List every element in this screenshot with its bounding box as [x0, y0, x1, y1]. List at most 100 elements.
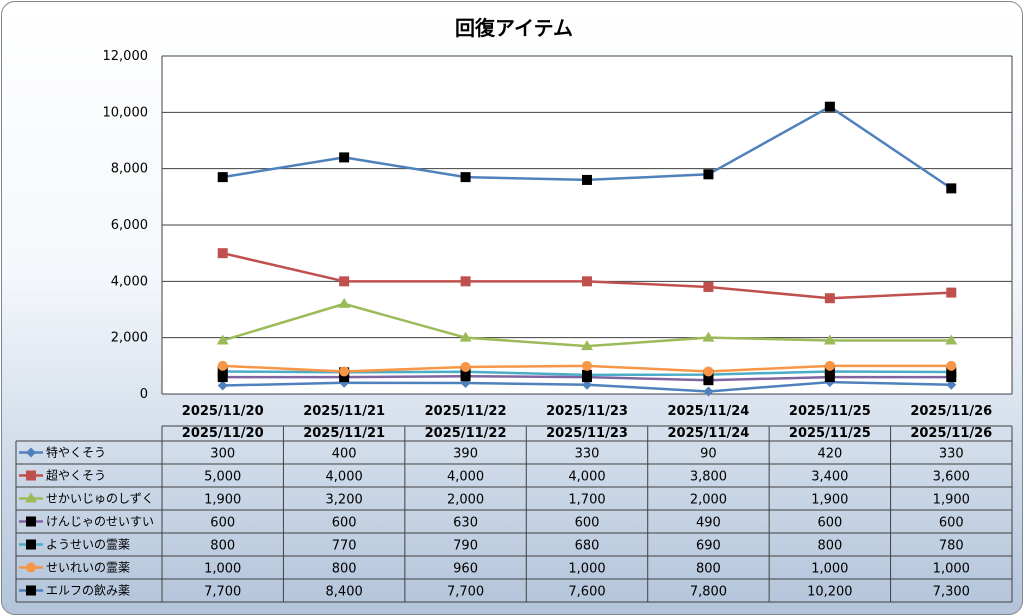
series-3-marker — [338, 297, 351, 308]
y-tick-label: 4,000 — [111, 274, 148, 289]
table-value-cell: 800 — [696, 562, 721, 577]
x-tick-label: 2025/11/20 — [182, 404, 264, 419]
table-value-cell: 7,700 — [204, 585, 241, 600]
series-3-marker — [823, 334, 836, 345]
series-5-marker — [946, 367, 957, 378]
table-value-cell: 4,000 — [447, 470, 484, 485]
legend-1-marker — [26, 447, 36, 458]
x-tick-label: 2025/11/24 — [667, 404, 749, 419]
table-header-cell: 2025/11/20 — [182, 426, 264, 441]
x-tick-label: 2025/11/21 — [303, 404, 385, 419]
table-value-cell: 7,800 — [690, 585, 727, 600]
data-table: 2025/11/20 2025/11/21 2025/11/22 2025/11/23… — [15, 425, 1013, 603]
series-5-marker — [582, 369, 592, 380]
table-value-cell: 1,000 — [204, 562, 241, 577]
table-value-cell: 1,900 — [811, 493, 848, 508]
table-value-cell: 7,600 — [568, 585, 605, 600]
table-header-cell: 2025/11/24 — [667, 426, 749, 441]
legend-7-marker — [26, 585, 36, 596]
table-value-cell: 600 — [817, 516, 842, 531]
x-tick-label: 2025/11/25 — [789, 404, 871, 419]
table-value-cell: 8,400 — [326, 585, 363, 600]
series-3-marker — [216, 334, 229, 345]
table-header-cell: 2025/11/26 — [910, 426, 992, 441]
legend-label: せいれいの霊薬 — [46, 561, 130, 575]
y-tick-label: 0 — [140, 387, 148, 402]
series-5-marker — [824, 366, 835, 377]
legend-label: 特やくそう — [46, 445, 106, 460]
table-value-cell: 800 — [210, 539, 235, 554]
table-value-cell: 7,700 — [447, 585, 484, 600]
series-markers — [216, 101, 958, 397]
series-6-marker — [217, 360, 228, 371]
legend-2-marker — [26, 470, 36, 481]
series-2-marker — [582, 276, 592, 287]
table-value-cell: 300 — [210, 447, 235, 462]
series-7-marker — [339, 152, 350, 163]
x-axis-ticks: 2025/11/20 2025/11/21 2025/11/22 2025/11/23… — [182, 404, 992, 419]
series-1-marker — [946, 379, 957, 390]
series-2-marker — [946, 287, 957, 298]
y-tick-label: 6,000 — [111, 218, 148, 233]
table-value-cell: 2,000 — [447, 493, 484, 508]
table-value-cell: 1,000 — [811, 562, 848, 577]
x-tick-label: 2025/11/26 — [910, 404, 992, 419]
series-2-marker — [703, 281, 714, 292]
y-tick-label: 8,000 — [111, 162, 148, 177]
y-tick-label: 2,000 — [111, 331, 148, 346]
series-7-marker — [824, 101, 835, 112]
series-4-marker — [703, 375, 714, 386]
series-1-marker — [582, 379, 592, 390]
series-6-marker — [339, 366, 350, 377]
table-value-cell: 5,000 — [204, 470, 241, 485]
table-header-cell: 2025/11/25 — [789, 426, 871, 441]
series-2-marker — [460, 276, 471, 287]
legend-label: けんじゃのせいすい — [46, 515, 154, 529]
series-6-marker — [460, 361, 471, 372]
table-value-cell: 3,400 — [811, 470, 848, 485]
y-tick-label: 10,000 — [103, 105, 149, 120]
series-1-marker — [703, 386, 714, 397]
series-7-marker — [946, 183, 957, 194]
series-4-marker — [946, 372, 957, 383]
series-7-marker — [217, 172, 228, 183]
y-tick-label: 12,000 — [103, 49, 149, 64]
table-value-cell: 330 — [575, 447, 600, 462]
table-value-cell: 3,200 — [326, 493, 363, 508]
series-5-marker — [217, 366, 228, 377]
chart-title: 回復アイテム — [455, 16, 573, 40]
legend-label: せかいじゅのしずく — [46, 492, 154, 506]
table-value-cell: 90 — [700, 447, 717, 462]
legend-6-marker — [26, 562, 36, 573]
table-value-cell: 3,600 — [933, 470, 970, 485]
table-header-cell: 2025/11/22 — [425, 426, 507, 441]
table-value-cell: 800 — [817, 539, 842, 554]
x-tick-label: 2025/11/23 — [546, 404, 628, 419]
table-value-cell: 1,000 — [933, 562, 970, 577]
series-7-marker — [460, 172, 471, 183]
series-1-marker — [217, 380, 228, 391]
table-value-cell: 790 — [453, 539, 478, 554]
table-value-cell: 2,000 — [690, 493, 727, 508]
table-value-cell: 400 — [332, 447, 357, 462]
table-value-cell: 960 — [453, 562, 478, 577]
y-axis-ticks: 0 2,000 4,000 6,000 8,000 10,000 12,000 — [103, 49, 149, 402]
series-6-marker — [703, 366, 714, 377]
table-value-cell: 1,000 — [568, 562, 605, 577]
legend-label: ようせいの霊薬 — [46, 538, 130, 552]
table-value-cell: 490 — [696, 516, 721, 531]
table-value-cell: 10,200 — [807, 585, 853, 600]
legend-label: 超やくそう — [46, 468, 106, 483]
table-value-cell: 770 — [332, 539, 357, 554]
legend-4-marker — [26, 516, 36, 527]
series-7-marker — [703, 169, 714, 180]
table-value-cell: 1,700 — [568, 493, 605, 508]
table-value-cell: 4,000 — [326, 470, 363, 485]
series-6-marker — [824, 360, 835, 371]
series-7-marker — [582, 174, 592, 185]
table-value-cell: 600 — [332, 516, 357, 531]
table-value-cell: 780 — [939, 539, 964, 554]
table-header-cell: 2025/11/21 — [303, 426, 385, 441]
